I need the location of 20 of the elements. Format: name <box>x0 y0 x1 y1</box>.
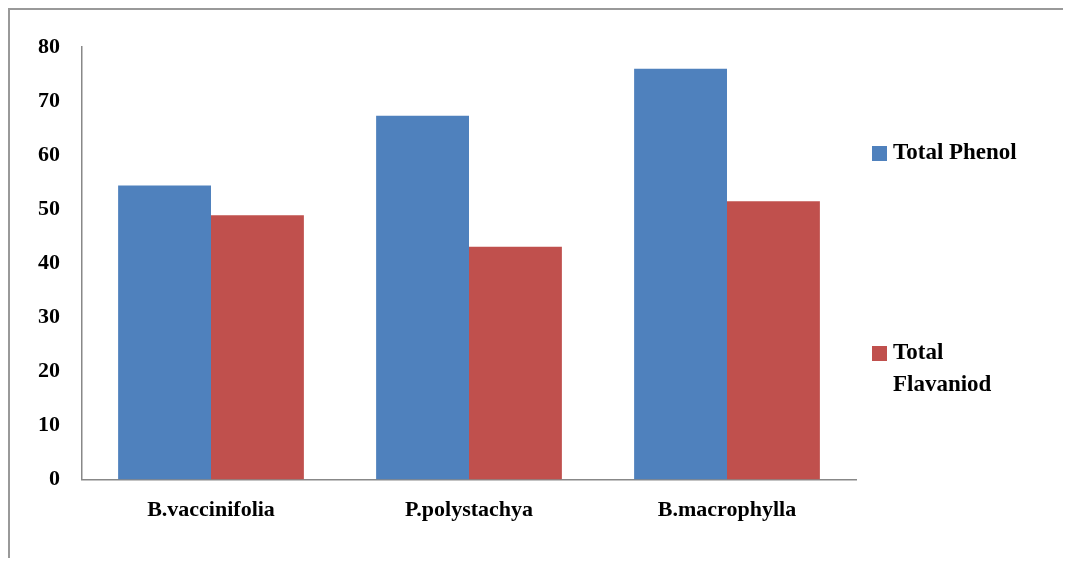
x-tick-label: P.polystachya <box>404 496 534 522</box>
bar <box>727 201 820 480</box>
y-tick-label: 40 <box>38 249 60 275</box>
y-tick-label: 80 <box>38 32 60 58</box>
bar <box>211 215 304 480</box>
y-tick-label: 30 <box>38 303 60 329</box>
y-tick-label: 20 <box>38 357 60 383</box>
y-tick-label: 10 <box>38 411 60 437</box>
bar <box>634 68 727 480</box>
x-tick-label: B.macrophylla <box>657 496 797 522</box>
x-tick-label: B.vaccinifolia <box>147 496 275 522</box>
legend-label: Total Phenol <box>893 138 1018 166</box>
bar <box>376 115 469 480</box>
bar <box>118 185 211 480</box>
legend-label: Total Flavaniod <box>893 338 993 398</box>
y-tick-label: 50 <box>38 195 60 221</box>
bar <box>469 246 562 480</box>
y-tick-label: 60 <box>38 140 60 166</box>
y-tick-label: 0 <box>49 465 60 491</box>
y-tick-label: 70 <box>38 86 60 112</box>
